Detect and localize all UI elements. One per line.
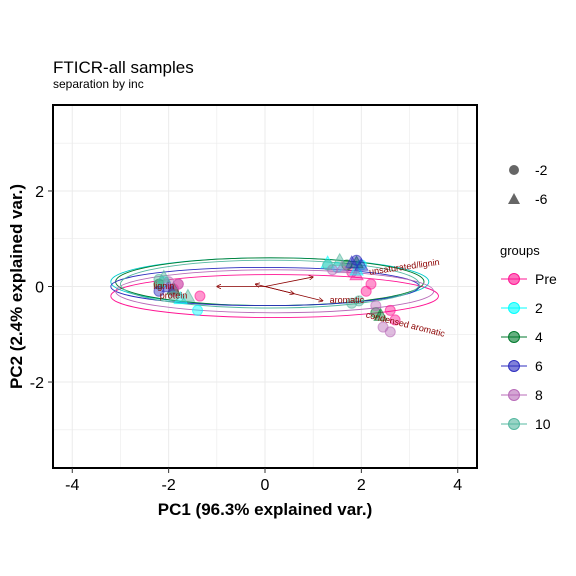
legend-key-point	[508, 302, 520, 314]
legend-group-label: 2	[535, 300, 543, 316]
legend-key-point	[508, 273, 520, 285]
ellipse-10	[120, 259, 420, 309]
data-point-triangle	[156, 269, 172, 283]
data-point-circle	[322, 259, 334, 271]
data-point-circle	[365, 278, 377, 290]
ellipse-8	[115, 269, 435, 314]
data-point-triangle	[332, 252, 348, 266]
data-point-triangle	[173, 290, 189, 305]
data-point-triangle	[354, 257, 369, 271]
arrow-label: lignin	[153, 281, 174, 291]
ellipse-layer	[110, 257, 439, 318]
loading-arrow-condensed-aromatic	[264, 286, 323, 301]
data-point-triangle	[349, 267, 364, 281]
y-tick-label: -2	[30, 375, 44, 392]
arrow-label: protein	[160, 290, 188, 300]
data-point-triangle	[180, 288, 196, 302]
legend-key-point	[508, 418, 520, 430]
y-axis-label: PC2 (2.4% explained var.)	[7, 184, 26, 389]
data-point-circle	[370, 300, 382, 312]
chart-subtitle: separation by inc	[53, 77, 144, 91]
legend-shape-label: -2	[535, 162, 548, 178]
ellipse-6	[110, 266, 420, 307]
legend-group-label: 10	[535, 416, 551, 432]
x-tick-label: -2	[162, 477, 176, 494]
legend-groups-title: groups	[500, 243, 540, 258]
x-tick-label: -4	[65, 477, 79, 494]
x-tick-label: 4	[453, 477, 462, 494]
arrow-label: aromatic	[330, 295, 365, 305]
legend-group-label: Pre	[535, 271, 557, 287]
data-point-circle	[194, 290, 206, 302]
legend-group-label: 6	[535, 358, 543, 374]
chart-title: FTICR-all samples	[53, 58, 194, 77]
loading-arrow-unsaturated-lignin	[264, 277, 313, 287]
arrow-layer	[217, 277, 323, 301]
data-point-circle	[192, 304, 204, 316]
ellipse-Pre	[110, 274, 439, 318]
point-layer	[153, 252, 401, 338]
legend-key-triangle	[508, 193, 520, 204]
data-point-triangle	[373, 307, 388, 321]
legend-group-label: 8	[535, 387, 543, 403]
data-point-triangle	[334, 259, 350, 274]
data-point-circle	[353, 295, 365, 307]
legend-key-point	[508, 360, 520, 372]
legend-group-label: 4	[535, 329, 543, 345]
legend-key-point	[508, 389, 520, 401]
x-tick-label: 2	[357, 477, 366, 494]
legend-shape-label: -6	[535, 191, 548, 207]
data-point-circle	[172, 278, 184, 290]
grid-layer	[53, 105, 477, 468]
data-point-circle	[167, 290, 179, 302]
data-point-triangle	[349, 262, 364, 276]
legend-key-circle	[509, 165, 519, 175]
x-axis-label: PC1 (96.3% explained var.)	[158, 500, 373, 519]
legend-layer: -2 -6 groups Pre 2 4 6 8 10	[500, 162, 557, 432]
axis-layer: -4 -2 0 2 4 -2 0 2 PC1 (96.3% explained var.) PC2…	[7, 184, 462, 519]
data-point-circle	[384, 326, 396, 338]
data-point-circle	[389, 314, 401, 326]
y-tick-label: 0	[35, 280, 44, 297]
y-tick-label: 2	[35, 184, 44, 201]
x-tick-label: 0	[261, 477, 270, 494]
legend-key-point	[508, 331, 520, 343]
data-point-circle	[384, 304, 396, 316]
